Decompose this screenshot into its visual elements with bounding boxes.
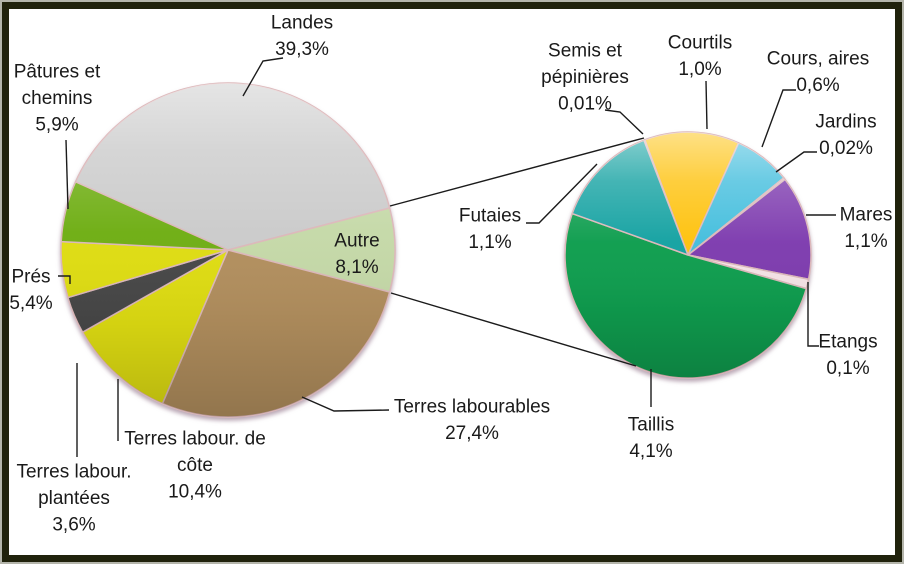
label-cours: Cours, aires 0,6% [767, 49, 869, 97]
label-labourables-line-1: 27,4% [445, 423, 499, 444]
leader-line-courtils [705, 80, 708, 130]
label-landes-line-1: 39,3% [275, 39, 329, 60]
leader-line-futaies [526, 163, 598, 224]
leader-line-landes [242, 57, 284, 97]
label-mares: Mares 1,1% [840, 205, 893, 253]
label-jardins-line-0: Jardins [815, 112, 876, 133]
leader-line-cours [761, 89, 796, 148]
label-cours-line-1: 0,6% [796, 75, 839, 96]
label-etangs: Etangs 0,1% [818, 332, 877, 380]
label-courtils: Courtils 1,0% [668, 33, 732, 81]
label-patures: Pâtures et chemins 5,9% [14, 62, 101, 136]
label-jardins-line-1: 0,02% [819, 138, 873, 159]
leader-line-labourables [301, 396, 390, 412]
label-semis: Semis et pépinières 0,01% [541, 41, 629, 115]
leader-line-etangs [807, 282, 819, 347]
pies-layer [60, 82, 812, 418]
label-pres-line-0: Prés [11, 267, 50, 288]
label-patures-line-0: Pâtures et [14, 62, 101, 83]
series-line-top [389, 137, 645, 207]
labels-layer: Landes 39,3% Pâtures et chemins 5,9% Prés 5,4%… [9, 13, 892, 536]
label-semis-line-1: pépinières [541, 67, 629, 88]
label-autre-line-0: Autre [334, 231, 379, 252]
label-patures-line-2: 5,9% [35, 115, 78, 136]
label-labourables: Terres labourables 27,4% [394, 397, 550, 445]
label-semis-line-2: 0,01% [558, 94, 612, 115]
label-courtils-line-1: 1,0% [678, 59, 721, 80]
leader-line-jardins [775, 151, 817, 173]
label-landes-line-0: Landes [271, 13, 333, 34]
label-courtils-line-0: Courtils [668, 33, 732, 54]
secondary-pie [564, 131, 812, 379]
label-autre: Autre 8,1% [334, 231, 379, 279]
label-patures-line-1: chemins [22, 88, 93, 109]
label-taillis-line-0: Taillis [628, 415, 674, 436]
label-mares-line-0: Mares [840, 205, 893, 226]
label-etangs-line-0: Etangs [818, 332, 877, 353]
label-labourables-line-0: Terres labourables [394, 397, 550, 418]
label-cote-line-1: côte [177, 455, 213, 476]
label-futaies-line-1: 1,1% [468, 232, 511, 253]
label-cours-line-0: Cours, aires [767, 49, 869, 70]
label-futaies: Futaies 1,1% [459, 206, 521, 254]
label-semis-line-0: Semis et [548, 41, 623, 62]
label-etangs-line-1: 0,1% [826, 358, 869, 379]
label-cote: Terres labour. de côte 10,4% [124, 429, 266, 503]
label-cote-line-2: 10,4% [168, 482, 222, 503]
leader-line-patures [65, 139, 69, 210]
label-taillis-line-1: 4,1% [629, 441, 672, 462]
label-mares-line-1: 1,1% [844, 231, 887, 252]
label-taillis: Taillis 4,1% [628, 415, 674, 463]
leader-lines-layer [58, 57, 836, 457]
label-landes: Landes 39,3% [271, 13, 333, 61]
series-line-bottom [390, 292, 637, 367]
label-futaies-line-0: Futaies [459, 206, 521, 227]
label-plantees-line-1: plantées [38, 488, 110, 509]
leader-line-semis [604, 109, 644, 135]
label-pres-line-1: 5,4% [9, 293, 52, 314]
label-autre-line-1: 8,1% [335, 257, 378, 278]
leader-line-pres [58, 275, 71, 284]
label-cote-line-0: Terres labour. de [124, 429, 266, 450]
label-jardins: Jardins 0,02% [815, 112, 876, 159]
label-plantees-line-0: Terres labour. [16, 462, 131, 483]
label-plantees-line-2: 3,6% [52, 515, 95, 536]
label-pres: Prés 5,4% [9, 267, 52, 315]
label-plantees: Terres labour. plantées 3,6% [16, 462, 131, 536]
